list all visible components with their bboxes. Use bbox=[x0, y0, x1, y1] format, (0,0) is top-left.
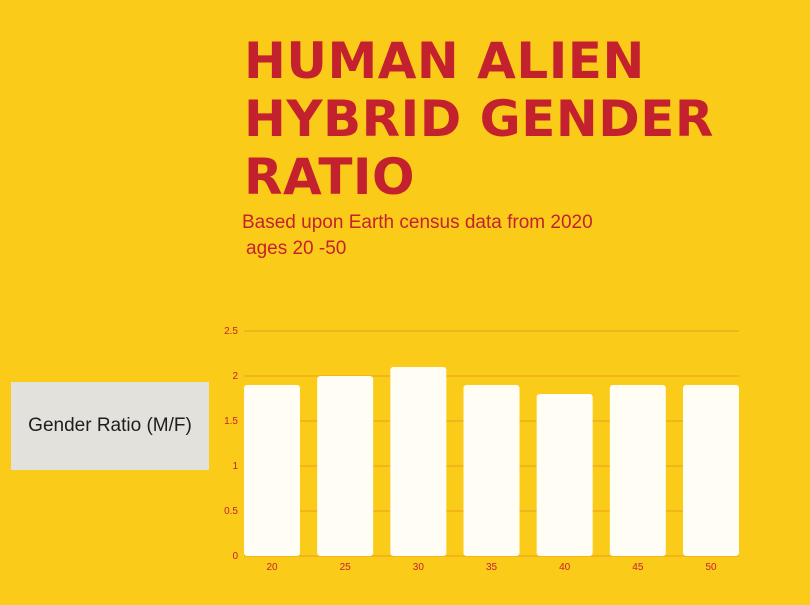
subtitle-line-2: ages 20 -50 bbox=[246, 238, 347, 259]
y-tick-label: 2 bbox=[232, 371, 238, 382]
bar bbox=[609, 385, 666, 556]
x-tick-label: 35 bbox=[486, 562, 498, 573]
subtitle-line-1: Based upon Earth census data from 2020 bbox=[242, 212, 593, 233]
bar bbox=[536, 394, 593, 556]
y-tick-label: 0 bbox=[232, 551, 238, 562]
x-tick-label: 20 bbox=[266, 562, 278, 573]
legend-label: Gender Ratio (M/F) bbox=[28, 415, 192, 436]
x-tick-label: 25 bbox=[340, 562, 352, 573]
bar bbox=[463, 385, 520, 556]
bars bbox=[244, 367, 739, 556]
x-tick-label: 40 bbox=[559, 562, 571, 573]
y-tick-label: 2.5 bbox=[224, 326, 238, 337]
x-tick-label: 50 bbox=[705, 562, 717, 573]
x-axis-ticks: 20 25 30 35 40 45 50 bbox=[266, 562, 717, 573]
x-tick-label: 30 bbox=[413, 562, 425, 573]
y-tick-label: 1 bbox=[232, 461, 238, 472]
y-tick-label: 1.5 bbox=[224, 416, 238, 427]
chart-subtitle: Based upon Earth census data from 2020 a… bbox=[242, 210, 593, 262]
bar bbox=[390, 367, 447, 556]
legend-box: Gender Ratio (M/F) bbox=[11, 382, 209, 470]
y-axis-ticks: 0 0.5 1 1.5 2 2.5 bbox=[224, 326, 238, 562]
bar bbox=[317, 376, 374, 556]
x-tick-label: 45 bbox=[632, 562, 644, 573]
chart-title: HUMAN ALIEN HYBRID GENDER RATIO bbox=[244, 32, 714, 206]
y-tick-label: 0.5 bbox=[224, 506, 238, 517]
bar bbox=[683, 385, 739, 556]
bar bbox=[244, 385, 300, 556]
